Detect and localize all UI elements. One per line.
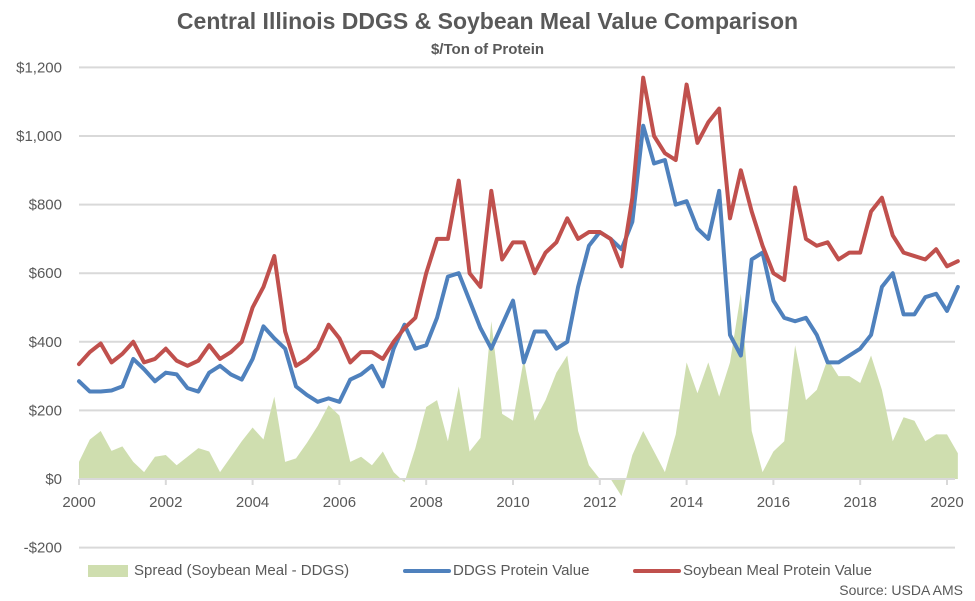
legend-label-ddgs: DDGS Protein Value bbox=[453, 562, 590, 579]
source-note: Source: USDA AMS bbox=[839, 582, 963, 598]
soybean-meal-line bbox=[77, 75, 960, 368]
legend-item-soy: Soybean Meal Protein Value bbox=[633, 562, 872, 579]
chart-subtitle: $/Ton of Protein bbox=[430, 41, 545, 58]
legend-swatch-ddgs bbox=[403, 568, 451, 573]
chart-title: Central Illinois DDGS & Soybean Meal Val… bbox=[176, 8, 799, 34]
legend: Spread (Soybean Meal - DDGS) DDGS Protei… bbox=[0, 562, 975, 582]
y-tick-label: $800 bbox=[29, 197, 62, 214]
legend-label-spread: Spread (Soybean Meal - DDGS) bbox=[134, 562, 350, 579]
x-tick-label: 2016 bbox=[757, 494, 790, 511]
x-tick-label: 2008 bbox=[410, 494, 443, 511]
x-tick-label: 2006 bbox=[323, 494, 356, 511]
x-tick-label: 2000 bbox=[62, 494, 95, 511]
x-tick-label: 2010 bbox=[496, 494, 529, 511]
legend-swatch-soy bbox=[633, 568, 681, 573]
legend-label-soy: Soybean Meal Protein Value bbox=[683, 562, 873, 579]
y-tick-label: $0 bbox=[45, 471, 62, 488]
x-tick-label: 2004 bbox=[236, 494, 269, 511]
legend-swatch-spread bbox=[88, 564, 128, 577]
x-tick-label: 2012 bbox=[583, 494, 616, 511]
x-tick-label: 2014 bbox=[670, 494, 703, 511]
x-tick-label: 2018 bbox=[844, 494, 877, 511]
x-tick-label: 2002 bbox=[149, 494, 182, 511]
legend-item-spread: Spread (Soybean Meal - DDGS) bbox=[88, 562, 349, 579]
legend-item-ddgs: DDGS Protein Value bbox=[403, 562, 589, 579]
y-tick-label: $400 bbox=[29, 334, 62, 351]
ddgs-line bbox=[77, 123, 960, 404]
y-tick-label: $1,200 bbox=[16, 59, 62, 76]
y-tick-label: $1,000 bbox=[16, 128, 62, 145]
x-tick-label: 2020 bbox=[930, 494, 963, 511]
y-tick-label: $600 bbox=[29, 265, 62, 282]
y-tick-label: $200 bbox=[29, 402, 62, 419]
y-tick-label: -$200 bbox=[24, 540, 62, 557]
spread-area bbox=[79, 293, 958, 497]
